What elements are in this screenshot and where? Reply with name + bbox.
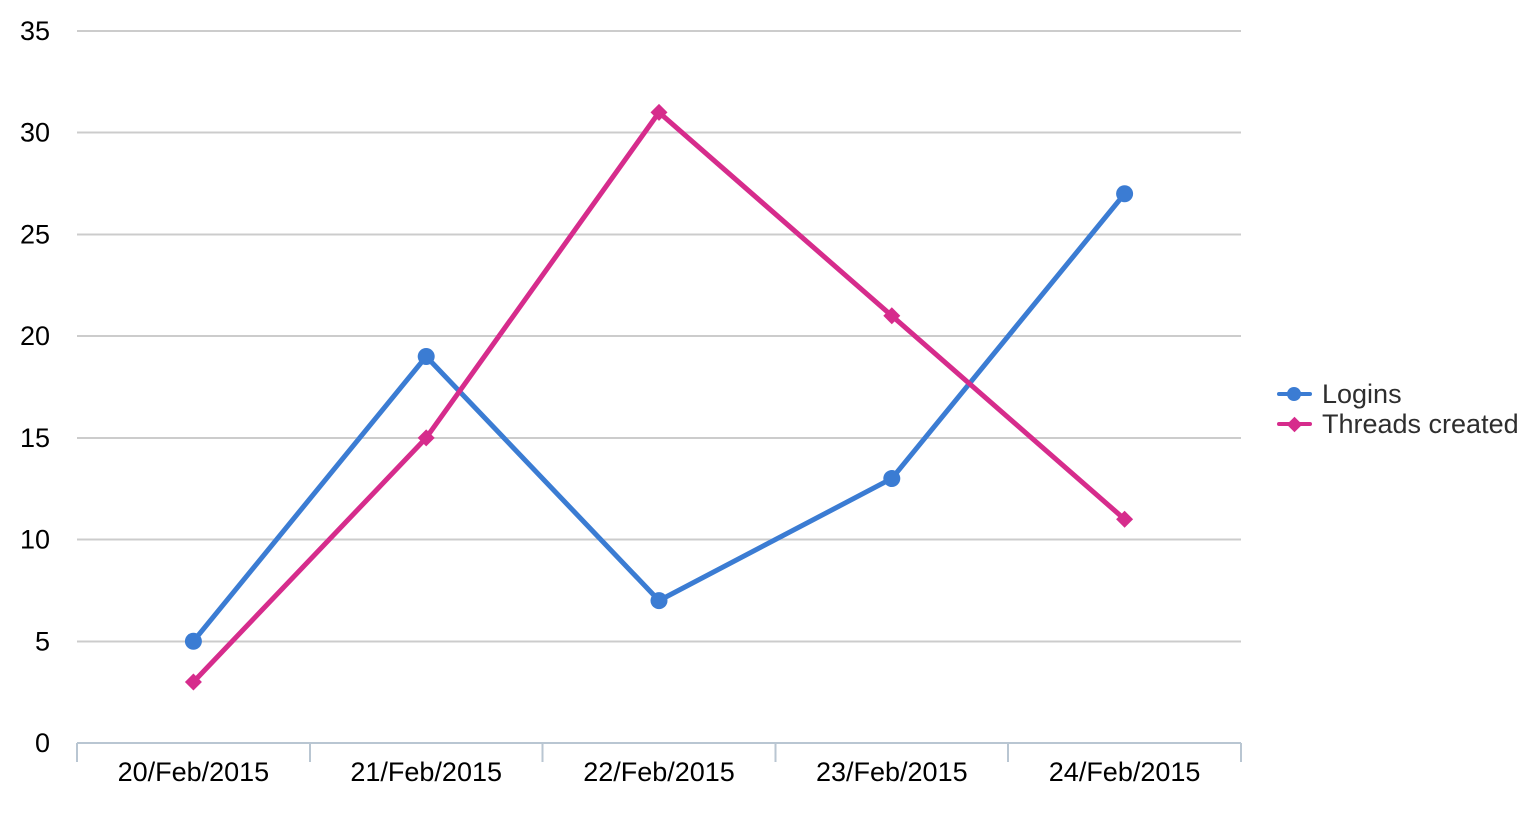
x-axis-tick-label: 22/Feb/2015 xyxy=(583,757,735,787)
y-axis-tick-label: 35 xyxy=(20,16,50,46)
data-point-diamond xyxy=(883,307,901,325)
legend-label-logins: Logins xyxy=(1322,378,1402,409)
data-point-diamond xyxy=(184,673,202,691)
x-axis-tick-label: 24/Feb/2015 xyxy=(1049,757,1201,787)
data-point-diamond xyxy=(1116,510,1134,528)
legend-label-threads-created: Threads created xyxy=(1322,408,1519,439)
series-line-logins xyxy=(190,191,1128,644)
data-point-diamond xyxy=(417,429,435,447)
y-axis-tick-label: 30 xyxy=(20,118,50,148)
diamond-marker-icon xyxy=(1286,416,1303,433)
y-axis-tick-label: 15 xyxy=(20,423,50,453)
legend-item-logins: Logins xyxy=(1277,379,1519,409)
data-point-circle xyxy=(417,347,435,365)
y-axis-tick-label: 20 xyxy=(20,321,50,351)
chart-legend: Logins Threads created xyxy=(1277,379,1519,439)
data-point-circle xyxy=(883,470,901,488)
y-axis-tick-label: 25 xyxy=(20,219,50,249)
legend-item-threads-created: Threads created xyxy=(1277,409,1519,439)
x-axis-tick-label: 23/Feb/2015 xyxy=(816,757,968,787)
legend-marker-logins xyxy=(1277,385,1312,403)
circle-marker-icon xyxy=(1287,387,1301,401)
data-point-circle xyxy=(650,592,668,610)
data-point-circle xyxy=(184,632,202,650)
x-axis-tick-label: 21/Feb/2015 xyxy=(350,757,502,787)
y-axis-tick-label: 5 xyxy=(35,626,50,656)
data-point-circle xyxy=(1116,185,1134,203)
y-axis-tick-label: 0 xyxy=(35,728,50,758)
x-axis-tick-label: 20/Feb/2015 xyxy=(118,757,270,787)
legend-marker-threads-created xyxy=(1277,415,1312,433)
data-point-diamond xyxy=(650,103,668,121)
y-axis-tick-label: 10 xyxy=(20,525,50,555)
